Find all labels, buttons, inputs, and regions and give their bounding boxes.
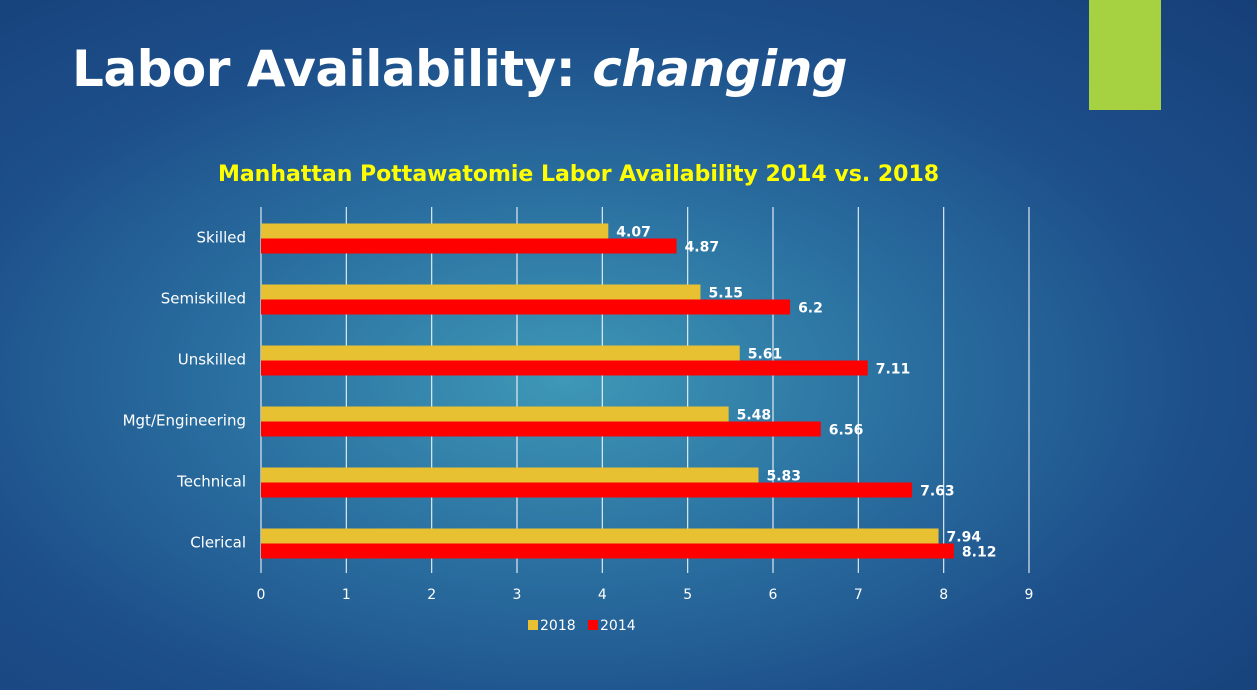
data-label-2018: 5.15 <box>708 286 743 302</box>
legend: 2018 2014 <box>528 618 636 634</box>
data-label-2014: 8.12 <box>962 545 997 561</box>
x-tick-label: 2 <box>427 587 436 603</box>
slide-title-main: Labor Availability: <box>72 40 593 98</box>
legend-swatch-2014 <box>588 620 598 630</box>
bar-2014 <box>261 482 913 498</box>
data-label-2014: 4.87 <box>685 240 720 256</box>
x-tick-label: 0 <box>257 587 266 603</box>
data-label-2018: 5.61 <box>748 347 783 363</box>
x-tick-label: 9 <box>1025 587 1034 603</box>
legend-label-2018: 2018 <box>540 618 576 634</box>
category-labels: Skilled Semiskilled Unskilled Mgt/Engineeri… <box>123 229 246 552</box>
category-label: Technical <box>176 473 246 491</box>
grid-lines <box>260 207 1030 573</box>
data-label-2018: 5.48 <box>737 408 772 424</box>
bars <box>261 223 954 559</box>
slide-title-emphasis: changing <box>592 40 848 98</box>
x-tick-label: 8 <box>939 587 948 603</box>
bar-2014 <box>261 543 954 559</box>
data-labels: 4.07 4.87 5.15 6.2 5.61 7.11 5.48 6.56 5.83 7.63 7… <box>616 225 996 561</box>
bar-2018 <box>261 284 701 300</box>
bar-2014 <box>261 421 821 437</box>
data-label-2014: 6.56 <box>829 423 864 439</box>
data-label-2018: 5.83 <box>766 469 801 485</box>
slide-title: Labor Availability: changing <box>72 40 848 98</box>
x-axis-ticks: 0 1 2 3 4 5 6 7 8 9 <box>257 587 1034 603</box>
x-tick-label: 6 <box>769 587 778 603</box>
chart-title: Manhattan Pottawatomie Labor Availabilit… <box>217 162 940 187</box>
category-label: Skilled <box>197 229 246 247</box>
x-tick-label: 7 <box>854 587 863 603</box>
data-label-2018: 4.07 <box>616 225 651 241</box>
bar-2018 <box>261 528 939 544</box>
category-label: Mgt/Engineering <box>123 412 246 430</box>
data-label-2014: 6.2 <box>798 301 823 317</box>
legend-swatch-2018 <box>528 620 538 630</box>
bar-2018 <box>261 345 740 361</box>
accent-block <box>1089 0 1161 110</box>
x-tick-label: 3 <box>513 587 522 603</box>
data-label-2018: 7.94 <box>947 530 982 546</box>
category-label: Semiskilled <box>161 290 246 308</box>
bar-2014 <box>261 360 868 376</box>
bar-2014 <box>261 299 791 315</box>
bar-2018 <box>261 467 759 483</box>
bar-2018 <box>261 223 609 239</box>
x-tick-label: 5 <box>683 587 692 603</box>
data-label-2014: 7.63 <box>920 484 955 500</box>
bar-2014 <box>261 238 677 254</box>
category-label: Clerical <box>190 534 246 552</box>
legend-label-2014: 2014 <box>600 618 636 634</box>
bar-2018 <box>261 406 729 422</box>
x-tick-label: 1 <box>342 587 351 603</box>
data-label-2014: 7.11 <box>876 362 911 378</box>
category-label: Unskilled <box>178 351 246 369</box>
x-tick-label: 4 <box>598 587 607 603</box>
